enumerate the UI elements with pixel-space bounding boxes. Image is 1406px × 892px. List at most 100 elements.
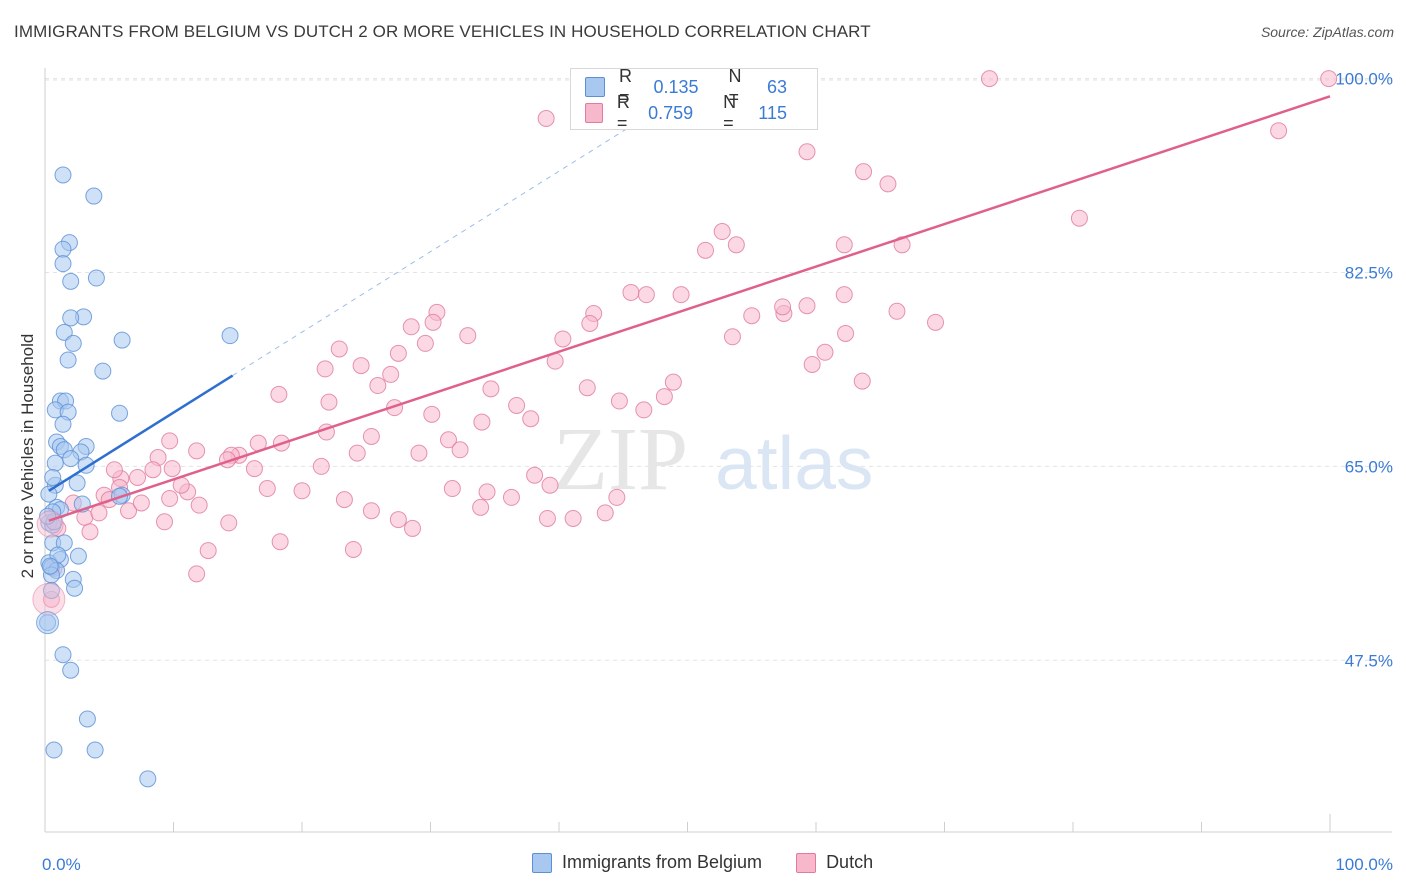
point-dutch — [853, 372, 871, 390]
dutch-r-value: 0.759 — [648, 102, 694, 123]
point-dutch — [161, 432, 179, 450]
point-dutch — [803, 355, 821, 373]
point-belgium — [46, 454, 64, 472]
point-dutch — [713, 223, 731, 241]
tick-labels: 47.5% 65.0% 82.5% 100.0% 0.0% 100.0% — [42, 70, 1393, 874]
point-dutch — [637, 286, 655, 304]
point-dutch — [538, 509, 556, 527]
point-belgium — [36, 611, 60, 635]
chart-title: IMMIGRANTS FROM BELGIUM VS DUTCH 2 OR MO… — [14, 22, 871, 41]
point-dutch — [564, 509, 582, 527]
point-dutch — [132, 494, 150, 512]
point-dutch — [723, 328, 741, 346]
point-dutch — [610, 392, 628, 410]
point-dutch — [270, 385, 288, 403]
dutch-swatch — [585, 103, 603, 123]
point-dutch — [161, 490, 179, 508]
point-dutch — [220, 514, 238, 532]
point-dutch — [129, 468, 147, 486]
point-belgium — [68, 474, 86, 492]
point-dutch — [1070, 209, 1088, 227]
point-dutch — [980, 70, 998, 88]
point-dutch — [362, 427, 380, 445]
point-belgium — [64, 334, 82, 352]
point-belgium — [41, 557, 59, 575]
point-dutch — [502, 488, 520, 506]
point-dutch — [927, 313, 945, 331]
point-dutch — [635, 401, 653, 419]
point-dutch — [596, 504, 614, 522]
point-dutch — [389, 511, 407, 529]
point-belgium — [40, 485, 58, 503]
point-dutch — [522, 410, 540, 428]
point-belgium — [62, 309, 80, 327]
point-dutch — [837, 324, 855, 342]
belgium-n-value: 63 — [766, 76, 787, 97]
legend-row-belgium: R = 0.135 N = 63 — [585, 66, 817, 107]
axes — [44, 68, 1392, 833]
point-dutch — [320, 393, 338, 411]
point-dutch — [404, 519, 422, 537]
point-dutch — [554, 330, 572, 348]
point-dutch — [190, 496, 208, 514]
point-belgium — [221, 327, 239, 345]
point-belgium — [54, 166, 72, 184]
point-dutch — [352, 357, 370, 375]
point-belgium — [62, 661, 80, 679]
point-dutch — [32, 582, 66, 616]
source-label: Source: ZipAtlas.com — [1260, 24, 1394, 40]
belgium-swatch — [585, 77, 605, 97]
point-belgium — [111, 404, 129, 422]
point-dutch — [293, 482, 311, 500]
gridlines — [45, 78, 1392, 661]
point-dutch — [188, 565, 206, 583]
point-belgium — [55, 323, 73, 341]
point-dutch — [439, 431, 457, 449]
trend-line-belgium — [48, 374, 234, 492]
legend-item-dutch[interactable]: Dutch — [796, 852, 873, 873]
y-axis-label: 2 or more Vehicles in Household — [18, 334, 37, 579]
point-dutch — [578, 379, 596, 397]
point-dutch — [199, 542, 217, 560]
point-dutch — [1320, 70, 1338, 88]
point-dutch — [369, 377, 387, 395]
point-dutch — [478, 483, 496, 501]
correlation-legend: R = 0.135 N = 63 R = 0.759 N = 115 — [570, 66, 818, 133]
point-dutch — [655, 388, 673, 406]
point-belgium — [44, 468, 62, 486]
dutch-n-value: 115 — [758, 102, 787, 123]
point-dutch — [424, 313, 442, 331]
point-dutch — [855, 163, 873, 181]
point-dutch — [816, 343, 834, 361]
point-dutch — [798, 143, 816, 161]
point-belgium — [59, 351, 77, 369]
legend-item-belgium[interactable]: Immigrants from Belgium — [532, 852, 762, 873]
r-label: R = — [616, 92, 630, 133]
point-dutch — [696, 241, 714, 259]
watermark-atlas: atlas — [715, 421, 873, 505]
point-dutch — [188, 442, 206, 460]
point-belgium — [54, 255, 72, 273]
point-belgium — [62, 450, 80, 468]
point-belgium — [62, 272, 80, 290]
point-dutch — [879, 175, 897, 193]
point-dutch — [389, 344, 407, 362]
point-belgium — [69, 547, 87, 565]
point-dutch — [258, 480, 276, 498]
point-dutch — [451, 441, 469, 459]
point-belgium — [85, 187, 103, 205]
point-dutch — [888, 302, 906, 320]
y-tick-label: 82.5% — [1345, 264, 1393, 283]
point-belgium — [66, 579, 84, 597]
point-dutch — [727, 236, 745, 254]
point-belgium — [54, 415, 72, 433]
belgium-swatch — [532, 852, 552, 873]
point-belgium — [139, 770, 157, 788]
point-dutch — [156, 513, 174, 531]
point-dutch — [774, 298, 792, 316]
point-dutch — [472, 498, 490, 516]
point-dutch — [443, 480, 461, 498]
legend-label-belgium: Immigrants from Belgium — [562, 852, 763, 872]
point-dutch — [835, 236, 853, 254]
point-dutch — [508, 396, 526, 414]
